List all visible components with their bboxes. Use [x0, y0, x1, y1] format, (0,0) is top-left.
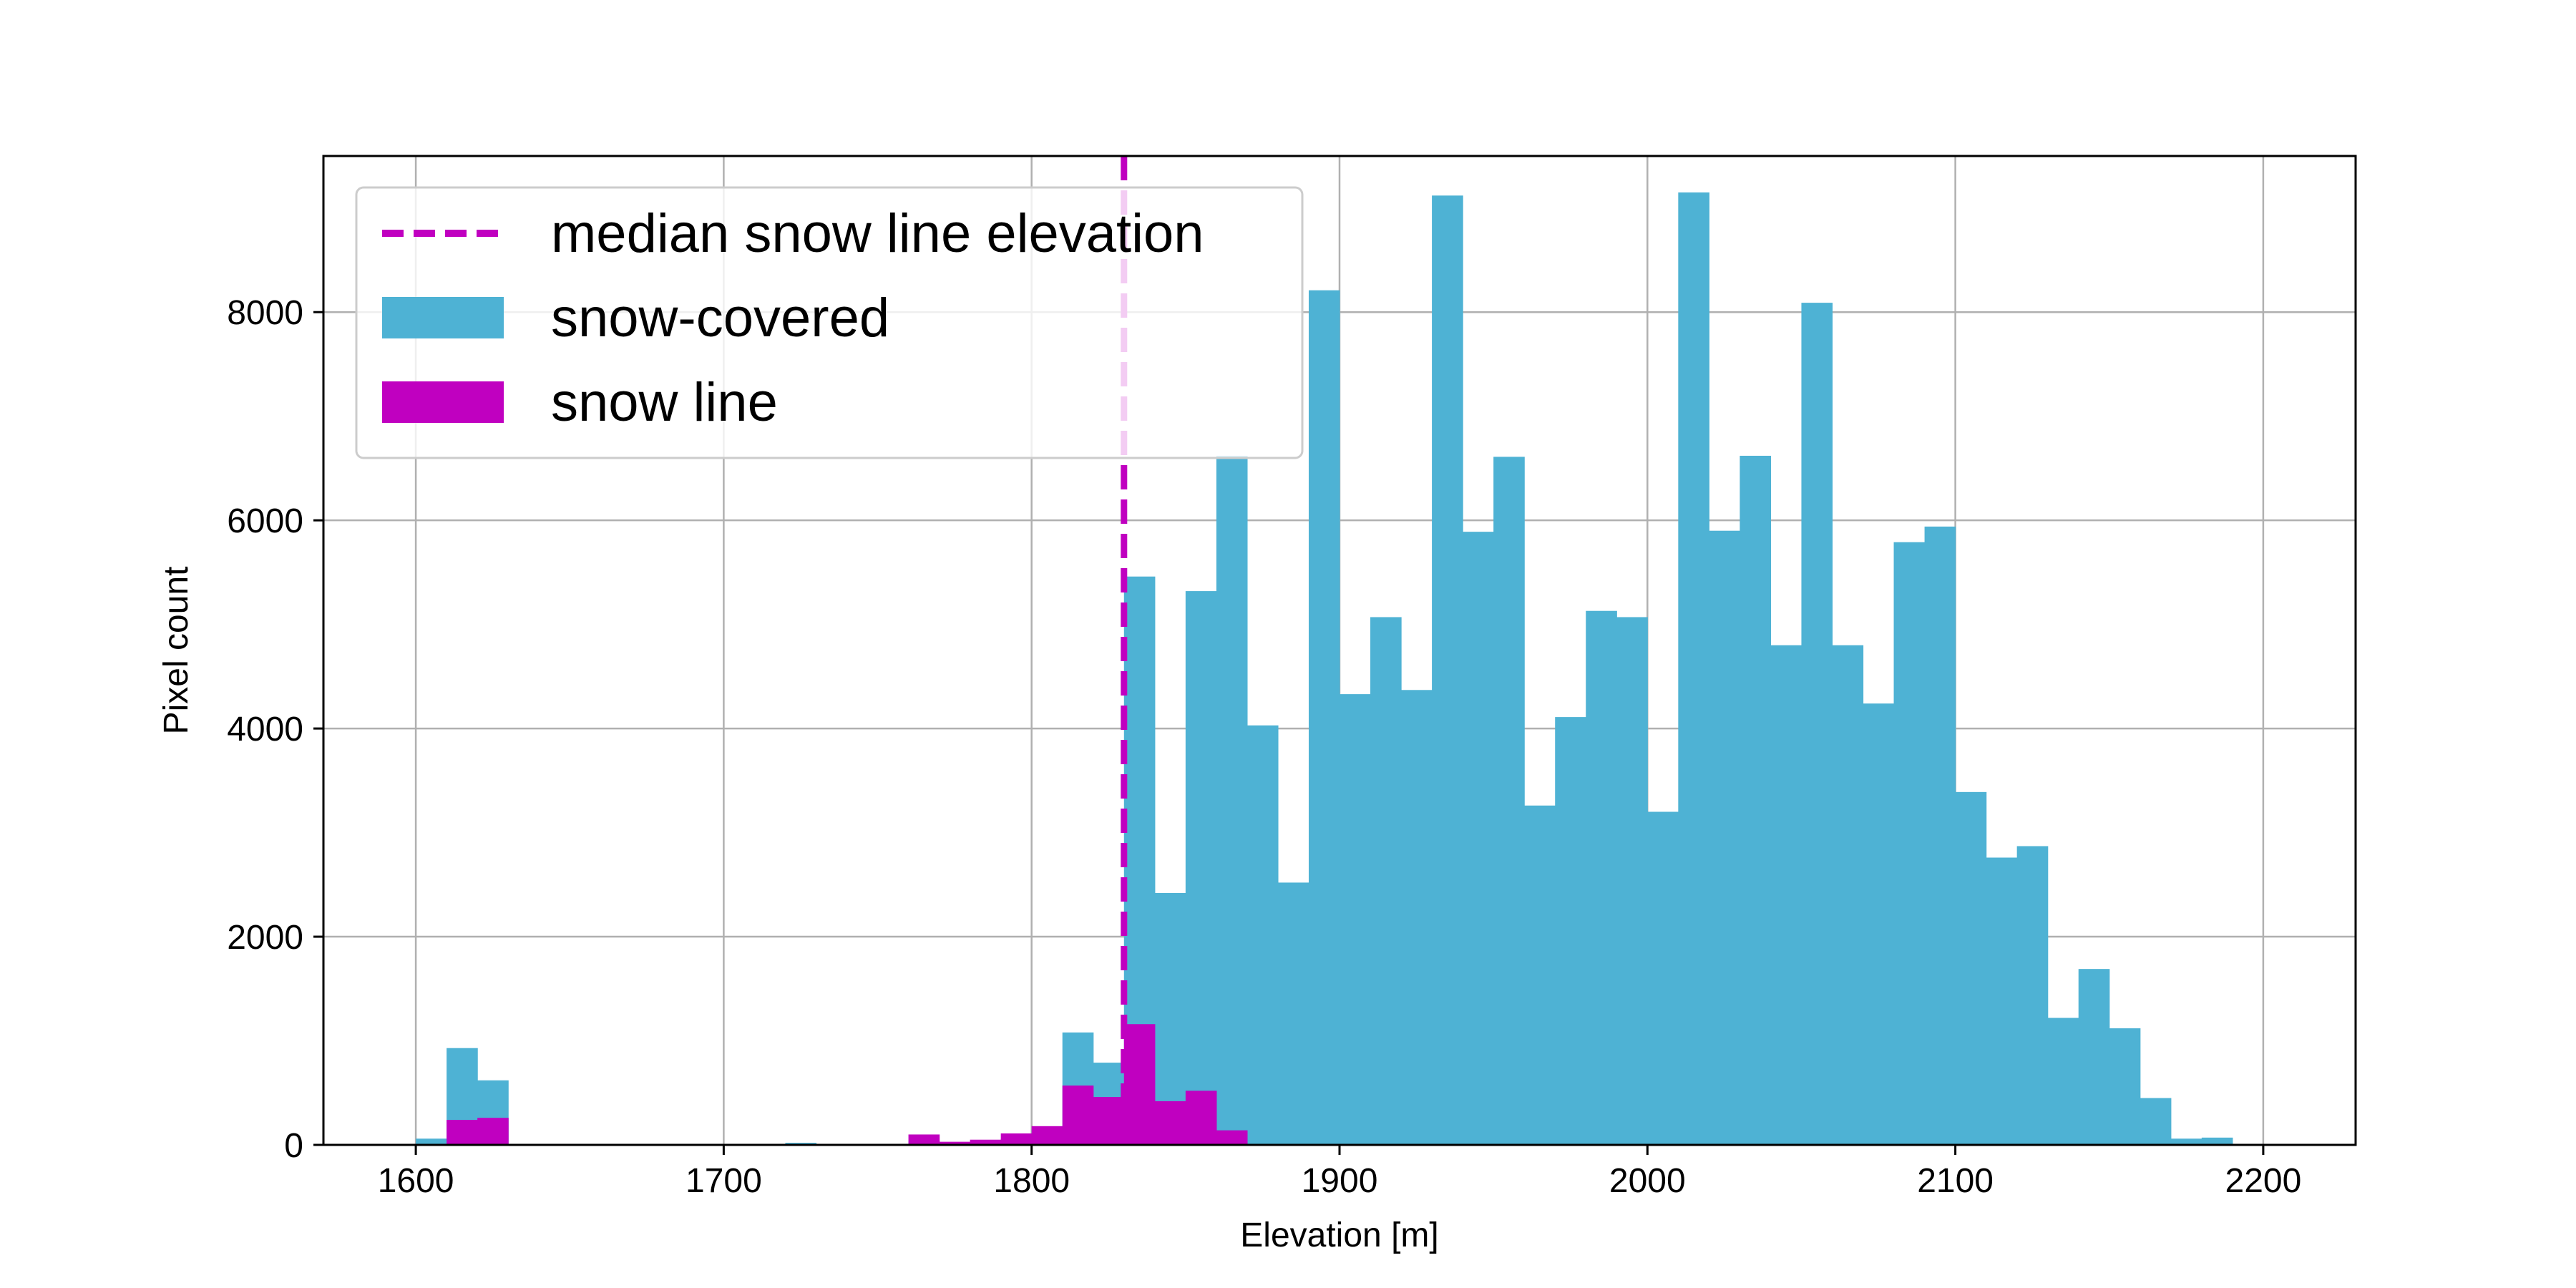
bar-snow-covered-2160 [2140, 1098, 2172, 1145]
x-tick-label-2000: 2000 [1609, 1162, 1686, 1200]
bar-snow-covered-1980 [1586, 610, 1617, 1145]
bar-snow-covered-1930 [1432, 195, 1463, 1145]
x-tick-label-1600: 1600 [378, 1162, 454, 1200]
bar-snow-covered-2150 [2109, 1028, 2141, 1145]
axis-ticks: 1600 1700 1800 1900 2000 2100 2200 0 2000 4000 600… [227, 294, 2301, 1200]
bar-snow-covered-2030 [1740, 455, 1772, 1145]
bar-snow-covered-1880 [1277, 882, 1309, 1145]
y-axis-label: Pixel count [157, 567, 195, 735]
legend-label-median: median snow line elevation [551, 203, 1204, 264]
bar-snow-line-1790 [1000, 1133, 1033, 1145]
x-tick-label-1900: 1900 [1302, 1162, 1378, 1200]
bar-snow-line-1840 [1154, 1101, 1186, 1145]
bar-snow-covered-2180 [2201, 1137, 2233, 1145]
y-tick-label-6000: 6000 [227, 502, 303, 540]
bar-snow-covered-2130 [2047, 1018, 2079, 1145]
y-tick-label-4000: 4000 [227, 711, 303, 748]
bar-snow-covered-2080 [1893, 542, 1926, 1145]
x-tick-label-1800: 1800 [993, 1162, 1070, 1200]
bar-snow-covered-2000 [1647, 811, 1679, 1145]
bar-snow-line-1810 [1062, 1085, 1094, 1145]
legend-snow-line-swatch [382, 381, 504, 423]
bar-snow-covered-2020 [1709, 530, 1740, 1145]
x-tick-label-1700: 1700 [686, 1162, 762, 1200]
x-tick-label-2100: 2100 [1917, 1162, 1994, 1200]
bar-snow-covered-2060 [1832, 645, 1864, 1145]
bar-snow-covered-2090 [1924, 526, 1956, 1145]
legend-label-snow-covered: snow-covered [551, 288, 889, 348]
bar-snow-covered-1940 [1463, 532, 1494, 1145]
bar-snow-covered-2120 [2016, 846, 2049, 1145]
y-tick-label-8000: 8000 [227, 294, 303, 332]
bar-snow-covered-1970 [1555, 717, 1586, 1145]
bar-snow-covered-1600 [416, 1138, 447, 1145]
bar-snow-line-1860 [1216, 1130, 1248, 1145]
bar-snow-covered-1990 [1616, 617, 1648, 1145]
legend-snow-covered-swatch [382, 297, 504, 338]
bar-snow-covered-1950 [1493, 457, 1525, 1145]
y-tick-label-2000: 2000 [227, 919, 303, 957]
bar-snow-covered-2040 [1770, 645, 1802, 1145]
bar-snow-covered-1850 [1185, 591, 1217, 1145]
bar-snow-line-1830 [1123, 1024, 1156, 1145]
bar-snow-covered-2010 [1678, 192, 1709, 1146]
bar-snow-line-1850 [1185, 1091, 1217, 1145]
bar-snow-covered-1860 [1216, 455, 1248, 1145]
bar-snow-line-1780 [970, 1139, 1002, 1145]
legend-label-snow-line: snow line [551, 372, 778, 433]
legend: median snow line elevation snow-covered … [355, 186, 1304, 459]
bar-snow-covered-2140 [2078, 969, 2110, 1145]
bar-snow-covered-2110 [1986, 857, 2018, 1145]
bar-snow-line-1620 [477, 1118, 509, 1145]
bar-snow-covered-1910 [1370, 617, 1402, 1145]
snow-line-bars [447, 1024, 1248, 1145]
bar-snow-covered-1920 [1401, 690, 1433, 1145]
bar-snow-line-1770 [939, 1141, 971, 1145]
bar-snow-covered-1870 [1246, 725, 1279, 1145]
x-axis-label: Elevation [m] [1240, 1216, 1438, 1254]
bar-snow-covered-2170 [2170, 1138, 2202, 1145]
bar-snow-covered-1900 [1340, 694, 1371, 1145]
bar-snow-line-1800 [1031, 1126, 1063, 1145]
bar-snow-line-1820 [1093, 1097, 1125, 1145]
bar-snow-line-1610 [447, 1120, 478, 1145]
bar-snow-covered-1960 [1524, 805, 1556, 1145]
bar-snow-covered-2070 [1863, 703, 1895, 1145]
legend-box [355, 186, 1304, 459]
snow-covered-bars [416, 192, 2233, 1146]
y-tick-label-0: 0 [284, 1127, 303, 1165]
bar-snow-covered-2100 [1955, 791, 1987, 1145]
x-tick-label-2200: 2200 [2225, 1162, 2302, 1200]
bar-snow-covered-1890 [1308, 290, 1340, 1146]
bar-snow-line-1760 [908, 1134, 940, 1145]
bar-snow-covered-2050 [1801, 303, 1833, 1145]
